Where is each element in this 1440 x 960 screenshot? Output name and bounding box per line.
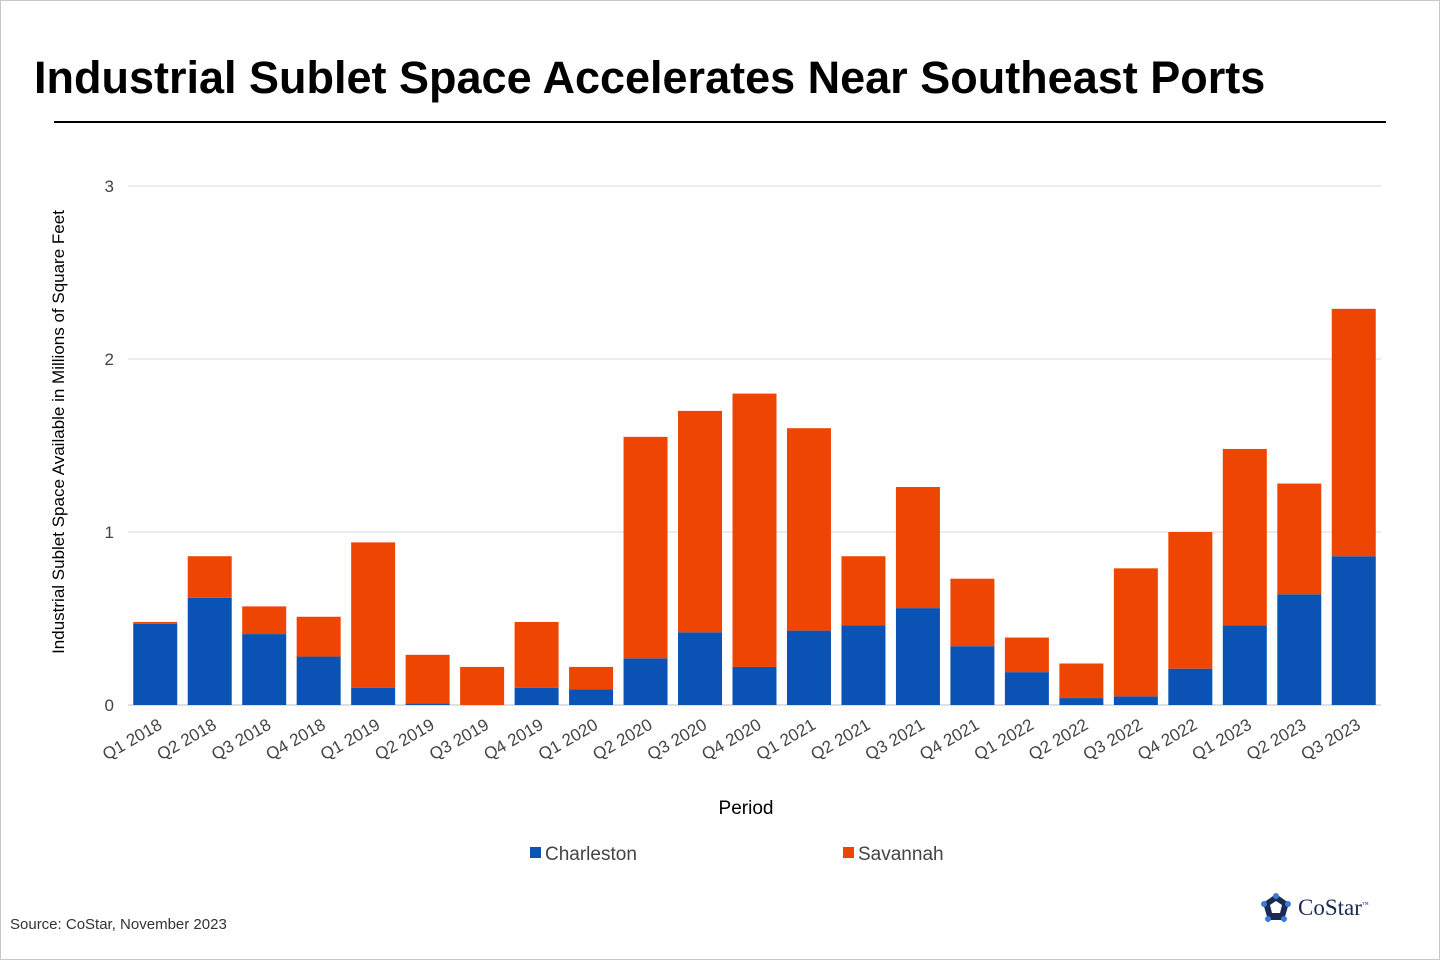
bar-savannah [841,556,886,626]
x-tick-label: Q4 2019 [481,715,547,764]
bar-charleston [1168,668,1213,705]
chart-title: Industrial Sublet Space Accelerates Near… [34,52,1266,103]
x-tick-label: Q1 2021 [753,715,819,764]
x-tick-label: Q4 2021 [916,715,982,764]
x-tick-label: Q1 2023 [1189,715,1255,764]
bar-savannah [1004,637,1049,673]
y-axis-title: Industrial Sublet Space Available in Mil… [49,210,68,654]
bar-charleston [678,632,723,705]
source-note: Source: CoStar, November 2023 [10,916,227,933]
costar-logo: CoStar™ [1260,892,1369,924]
x-tick-label: Q4 2020 [699,715,765,764]
y-tick-label: 2 [105,350,114,369]
bar-savannah [895,487,940,609]
bar-savannah [950,578,995,647]
bar-charleston [187,597,232,705]
bar-charleston [569,689,614,705]
bar-charleston [405,703,450,705]
x-tick-label: Q3 2020 [644,715,710,764]
bar-savannah [732,393,777,667]
bar-savannah [1059,663,1104,699]
x-tick-label: Q1 2019 [317,715,383,764]
bar-charleston [1059,698,1104,705]
bar-charleston [623,658,668,705]
bar-charleston [1004,672,1049,705]
title-divider [54,121,1386,123]
bar-charleston [351,687,396,705]
bar-savannah [1277,483,1322,595]
bar-charleston [786,630,831,705]
y-tick-label: 1 [105,523,114,542]
costar-star-icon [1261,893,1291,922]
bar-charleston [1222,625,1267,705]
x-tick-label: Q3 2023 [1298,715,1364,764]
bar-savannah [351,542,396,688]
bar-savannah [569,666,614,690]
bar-savannah [242,606,287,635]
x-tick-label: Q3 2019 [426,715,492,764]
bar-savannah [296,616,341,657]
y-tick-label: 3 [105,177,114,196]
bar-charleston [732,666,777,705]
bar-charleston [841,625,886,705]
bar-charleston [242,634,287,705]
bar-charleston [1277,594,1322,705]
bar-charleston [296,656,341,705]
bar-charleston [133,623,178,705]
x-tick-label: Q3 2021 [862,715,928,764]
bar-savannah [1331,308,1376,557]
bar-charleston [1331,556,1376,705]
bar-savannah [514,621,559,688]
bar-savannah [623,436,668,659]
x-tick-label: Q3 2022 [1080,715,1146,764]
x-tick-label: Q1 2022 [971,715,1037,764]
x-tick-label: Q4 2022 [1134,715,1200,764]
bar-charleston [1113,696,1158,705]
y-tick-label: 0 [105,696,114,715]
x-tick-label: Q2 2020 [590,715,656,764]
bar-savannah [405,654,450,704]
x-tick-label: Q1 2020 [535,715,601,764]
x-tick-label: Q3 2018 [208,715,274,764]
legend-label-savannah: Savannah [858,844,944,865]
x-tick-label: Q2 2022 [1025,715,1091,764]
x-tick-label: Q2 2019 [372,715,438,764]
bar-charleston [950,646,995,705]
bar-savannah [1222,448,1267,626]
bar-savannah [1168,532,1213,669]
x-axis-title: Period [719,798,774,819]
bar-charleston [895,608,940,705]
bar-savannah [678,410,723,633]
x-tick-label: Q2 2023 [1243,715,1309,764]
bar-charleston [514,687,559,705]
x-tick-label: Q2 2018 [154,715,220,764]
bar-savannah [187,556,232,598]
legend-swatch-savannah [843,847,854,858]
bar-savannah [786,428,831,631]
x-tick-label: Q2 2021 [807,715,873,764]
bar-savannah [460,666,505,705]
legend-swatch-charleston [530,847,541,858]
x-tick-label: Q4 2018 [263,715,329,764]
bar-savannah [133,621,178,624]
bar-savannah [1113,568,1158,697]
legend-label-charleston: Charleston [545,844,637,865]
x-tick-label: Q1 2018 [99,715,165,764]
